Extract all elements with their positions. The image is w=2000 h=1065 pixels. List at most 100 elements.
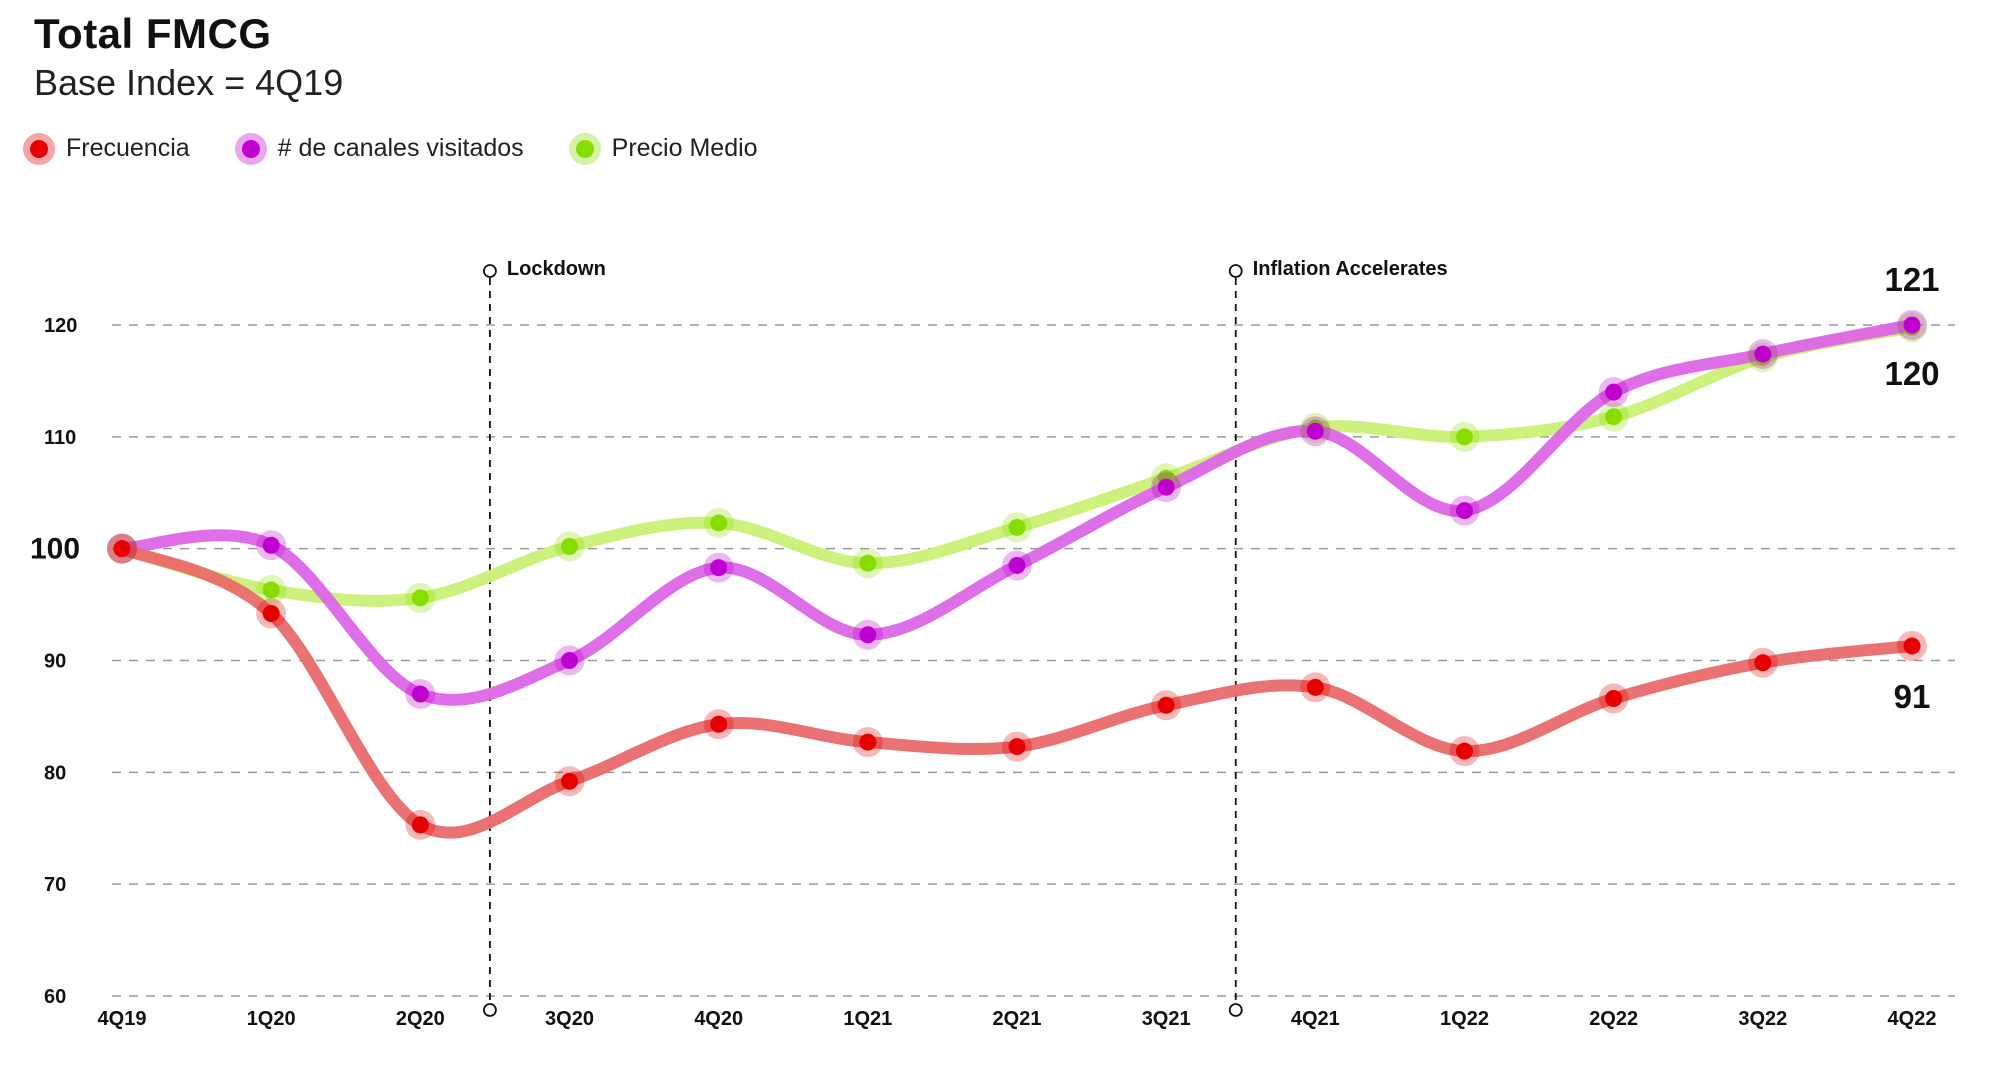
data-point-dot [1605,408,1623,426]
data-point-dot [262,536,280,554]
legend-item-frecuencia: Frecuencia [23,132,190,165]
data-point-s1-4Q21 [1300,416,1331,447]
legend-label-canales: # de canales visitados [277,134,524,162]
data-point-dot [1008,556,1026,574]
end-label-0: 121 [1884,261,1939,298]
end-label-2: 91 [1894,678,1931,715]
data-point-s0-4Q22 [1897,630,1927,661]
data-point-s0-3Q20 [554,766,585,797]
data-point-s2-1Q20 [256,575,287,606]
legend-label-precio-medio: Precio Medio [611,134,758,162]
y-tick-label-80: 80 [44,762,66,784]
data-point-dot [1306,678,1324,696]
x-tick-label-2Q21: 2Q21 [993,1008,1042,1030]
data-point-s0-4Q20 [703,709,734,740]
data-point-dot [262,581,280,599]
data-point-s0-2Q22 [1598,683,1629,714]
data-point-dot [859,626,877,644]
data-point-s1-3Q20 [554,645,585,676]
data-point-s1-1Q20 [256,530,287,561]
x-tick-label-4Q22: 4Q22 [1888,1008,1937,1030]
legend-marker-precio-medio [568,132,601,165]
y-tick-label-110: 110 [44,427,76,449]
x-tick-label-1Q22: 1Q22 [1440,1008,1489,1030]
x-tick-label-2Q20: 2Q20 [396,1008,445,1030]
data-point-s0-1Q21 [852,727,883,758]
data-point-dot [1306,422,1324,440]
x-tick-label-4Q20: 4Q20 [694,1008,743,1030]
legend: Frecuencia # de canales visitados Precio… [23,132,810,165]
data-point-s1-1Q22 [1449,495,1480,526]
data-point-s2-3Q20 [554,531,585,562]
data-point-s2-1Q22 [1449,421,1480,452]
data-point-dot [262,605,280,623]
event-annotations: Lockdown Inflation Accelerates [483,258,1448,1017]
data-point-dot [1754,345,1772,363]
data-point-s1-3Q22 [1747,339,1778,370]
end-label-1: 120 [1884,355,1939,392]
series-points [107,310,1927,840]
annotation-marker-top-0 [483,264,497,278]
gridlines [112,324,1955,997]
data-point-s1-2Q21 [1002,550,1032,581]
x-tick-label-2Q22: 2Q22 [1589,1008,1638,1030]
end-labels: 121 120 91 [1884,261,1939,715]
chart-title: Total FMCG [34,10,272,57]
data-point-s1-4Q22 [1897,310,1927,340]
x-tick-label-3Q20: 3Q20 [545,1008,594,1030]
data-point-dot [411,589,429,607]
data-point-s0-2Q20 [405,809,436,840]
data-point-dot [411,685,429,703]
data-point-dot [1456,428,1473,446]
x-tick-label-3Q22: 3Q22 [1738,1008,1787,1030]
annotation-marker-bottom-1 [1228,1003,1243,1017]
y-tick-label-60: 60 [44,986,66,1008]
data-point-dot [113,540,131,558]
y-tick-label-70: 70 [44,874,66,896]
x-tick-label-4Q19: 4Q19 [98,1008,147,1030]
data-point-s1-2Q22 [1598,377,1629,408]
data-point-dot [1008,518,1026,536]
x-axis: 4Q19 1Q20 2Q20 3Q20 4Q20 1Q21 2Q21 3Q21 4Q21 1Q22… [98,1008,1937,1030]
data-point-dot [710,514,728,532]
annotation-label-1: Inflation Accelerates [1253,258,1448,280]
data-point-s1-3Q21 [1151,472,1182,503]
data-point-dot [561,772,578,790]
data-point-dot [1456,502,1473,520]
data-point-dot [561,537,578,555]
data-point-s2-2Q21 [1002,512,1032,543]
data-point-dot [1456,742,1473,760]
data-point-dot [710,715,728,733]
data-point-s1-1Q21 [852,619,883,650]
data-point-dot [859,554,877,572]
data-point-dot [859,733,877,751]
x-tick-label-1Q20: 1Q20 [247,1008,296,1030]
chart-subtitle: Base Index = 4Q19 [34,62,344,103]
data-point-s0-3Q22 [1747,647,1778,678]
data-point-s0-4Q19 [107,533,137,564]
data-point-s2-2Q22 [1598,401,1629,432]
data-point-s0-3Q21 [1151,690,1182,721]
x-tick-label-4Q21: 4Q21 [1291,1008,1340,1030]
x-tick-label-1Q21: 1Q21 [843,1008,892,1030]
y-axis: 60 70 80 90 100 110 120 [30,315,80,1008]
data-point-s0-2Q21 [1002,731,1032,762]
data-point-dot [1008,738,1026,756]
legend-item-precio-medio: Precio Medio [568,132,758,165]
annotation-label-0: Lockdown [507,258,606,280]
data-point-s1-2Q20 [405,679,436,710]
legend-label-frecuencia: Frecuencia [66,134,190,162]
data-point-s0-1Q20 [256,598,287,629]
data-point-dot [561,652,578,669]
data-point-s0-4Q21 [1300,672,1331,703]
y-tick-label-100: 100 [30,533,80,566]
data-point-dot [1157,478,1175,496]
data-point-s0-1Q22 [1449,736,1480,767]
legend-item-canales: # de canales visitados [234,132,524,165]
data-point-dot [1157,696,1175,714]
data-point-s2-1Q21 [852,548,883,579]
x-tick-label-3Q21: 3Q21 [1142,1008,1191,1030]
data-point-dot [1605,383,1623,401]
annotation-marker-bottom-0 [483,1003,497,1017]
